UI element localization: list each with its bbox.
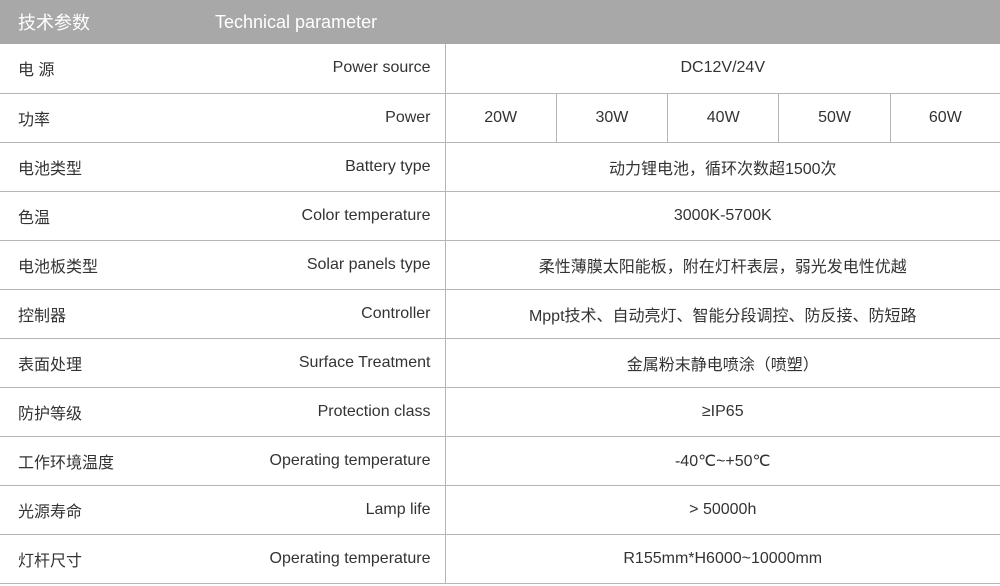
row-label-en: Battery type [215, 142, 445, 191]
table-header-row: 技术参数 Technical parameter [0, 0, 1000, 44]
row-label-cn: 控制器 [0, 289, 215, 338]
row-label-en: Surface Treatment [215, 338, 445, 387]
row-value: -40℃~+50℃ [445, 436, 1000, 485]
table-row: 电 源 Power source DC12V/24V [0, 44, 1000, 93]
row-value: > 50000h [445, 485, 1000, 534]
table-row: 防护等级 Protection class ≥IP65 [0, 387, 1000, 436]
row-label-cn: 色温 [0, 191, 215, 240]
row-value: R155mm*H6000~10000mm [445, 534, 1000, 583]
row-label-en: Color temperature [215, 191, 445, 240]
row-label-cn: 电池板类型 [0, 240, 215, 289]
table-row: 控制器 Controller Mppt技术、自动亮灯、智能分段调控、防反接、防短… [0, 289, 1000, 338]
header-label-en: Technical parameter [215, 0, 1000, 44]
table-row: 光源寿命 Lamp life > 50000h [0, 485, 1000, 534]
row-label-cn: 工作环境温度 [0, 436, 215, 485]
row-label-en: Controller [215, 289, 445, 338]
row-label-en: Solar panels type [215, 240, 445, 289]
row-value: Mppt技术、自动亮灯、智能分段调控、防反接、防短路 [445, 289, 1000, 338]
row-value: DC12V/24V [445, 44, 1000, 93]
row-subvalue: 40W [668, 93, 779, 142]
row-value: ≥IP65 [445, 387, 1000, 436]
row-label-en: Power source [215, 44, 445, 93]
row-label-en: Protection class [215, 387, 445, 436]
table-row: 灯杆尺寸 Operating temperature R155mm*H6000~… [0, 534, 1000, 583]
table-row: 功率 Power 20W 30W 40W 50W 60W [0, 93, 1000, 142]
row-label-en: Power [215, 93, 445, 142]
row-subvalue: 50W [779, 93, 890, 142]
row-label-cn: 防护等级 [0, 387, 215, 436]
row-label-en: Lamp life [215, 485, 445, 534]
table-row: 电池板类型 Solar panels type 柔性薄膜太阳能板，附在灯杆表层，… [0, 240, 1000, 289]
row-value: 3000K-5700K [445, 191, 1000, 240]
row-subvalue: 20W [445, 93, 556, 142]
row-subvalue: 60W [890, 93, 1000, 142]
row-label-cn: 功率 [0, 93, 215, 142]
row-label-cn: 表面处理 [0, 338, 215, 387]
row-label-en: Operating temperature [215, 534, 445, 583]
row-value: 动力锂电池，循环次数超1500次 [445, 142, 1000, 191]
row-value: 柔性薄膜太阳能板，附在灯杆表层，弱光发电性优越 [445, 240, 1000, 289]
spec-table: 技术参数 Technical parameter 电 源 Power sourc… [0, 0, 1000, 584]
row-subvalue: 30W [556, 93, 667, 142]
row-label-cn: 光源寿命 [0, 485, 215, 534]
table-row: 工作环境温度 Operating temperature -40℃~+50℃ [0, 436, 1000, 485]
table-row: 表面处理 Surface Treatment 金属粉末静电喷涂（喷塑） [0, 338, 1000, 387]
row-label-cn: 灯杆尺寸 [0, 534, 215, 583]
row-label-cn: 电 源 [0, 44, 215, 93]
row-label-en: Operating temperature [215, 436, 445, 485]
row-label-cn: 电池类型 [0, 142, 215, 191]
table-row: 电池类型 Battery type 动力锂电池，循环次数超1500次 [0, 142, 1000, 191]
header-label-cn: 技术参数 [0, 0, 215, 44]
table-row: 色温 Color temperature 3000K-5700K [0, 191, 1000, 240]
row-value: 金属粉末静电喷涂（喷塑） [445, 338, 1000, 387]
